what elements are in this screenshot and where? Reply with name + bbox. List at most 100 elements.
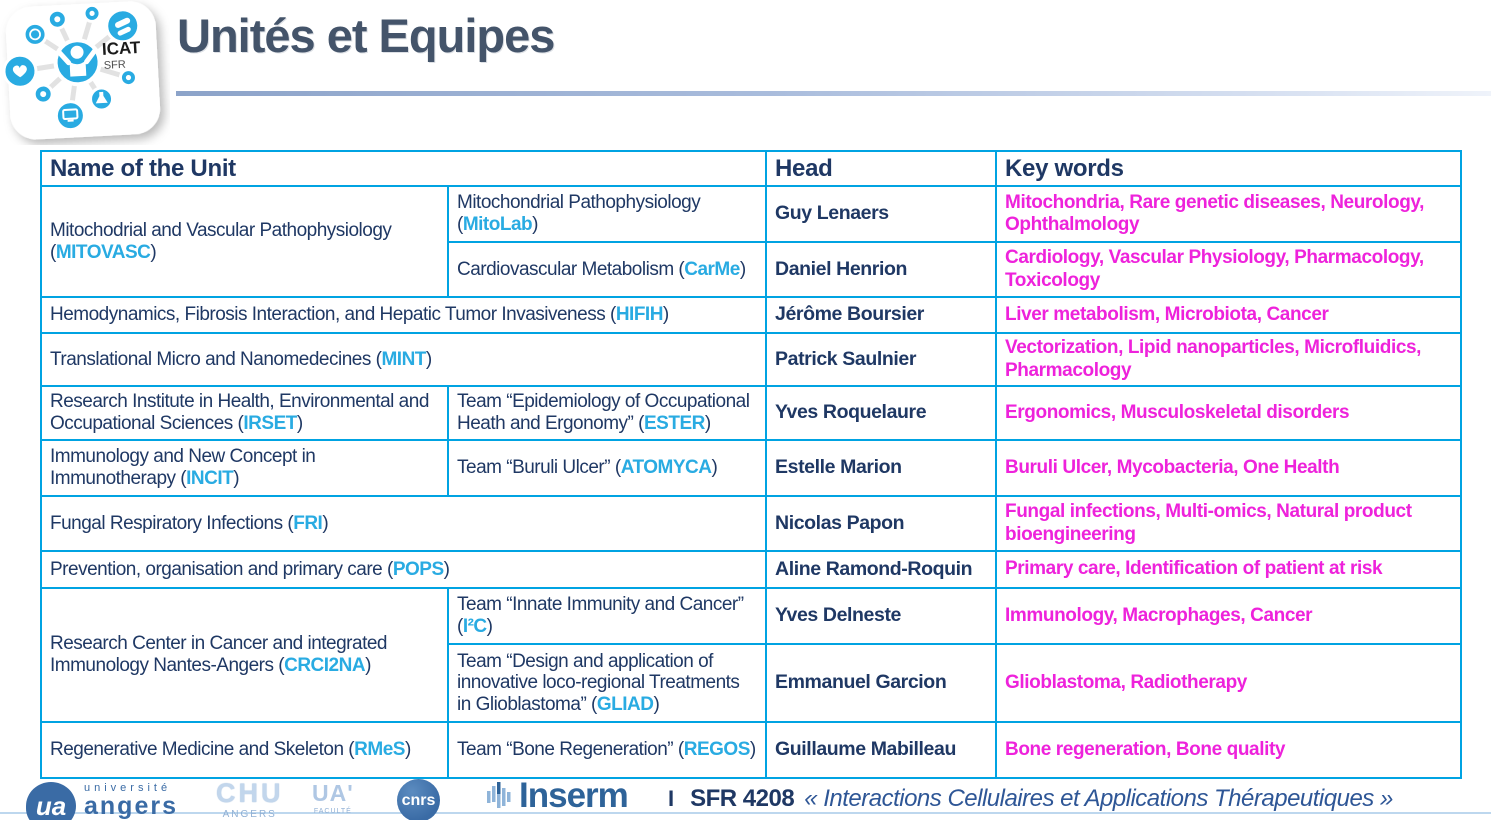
head-cell: Yves Delneste xyxy=(765,587,998,645)
table-row: Prevention, organisation and primary car… xyxy=(39,550,1463,589)
unit-acronym: POPS xyxy=(392,558,444,580)
unit-name-text: ) xyxy=(404,739,411,761)
team-name-text: Team “Design and application of innovati… xyxy=(457,650,740,715)
units-table: Name of the Unit Head Key words Mitochod… xyxy=(39,150,1463,779)
team-name-text: Team “Bone Regeneration” ( xyxy=(457,739,684,761)
team-acronym: MitoLab xyxy=(462,214,533,235)
table-row: Mitochodrial and Vascular Pathophysiolog… xyxy=(40,185,1463,298)
flask-icon xyxy=(95,91,108,104)
table-row: Regenerative Medicine and Skeleton (RMeS… xyxy=(40,721,1463,779)
unit-name-text: ) xyxy=(322,512,329,534)
team-name-text: ) xyxy=(532,214,538,235)
pill-icon xyxy=(115,17,131,28)
team-acronym: GLIAD xyxy=(596,693,654,715)
ua-wordmark: université angers xyxy=(84,782,178,819)
monitor-stand-icon xyxy=(67,119,74,122)
node-glyphs xyxy=(12,10,132,122)
team-cell: Team “Buruli Ulcer” (ATOMYCA) xyxy=(446,439,768,497)
logo-subtitle: SFR xyxy=(103,59,126,72)
team-cell: Team “Innate Immunity and Cancer” (I²C) xyxy=(446,587,768,645)
unit-name-text: Translational Micro and Nanomedecines ( xyxy=(50,348,382,370)
team-name-text: ) xyxy=(486,616,493,637)
inserm-bars-icon xyxy=(487,782,511,808)
pill-icon xyxy=(117,26,131,36)
ua-faculte-text: FACULTÉ xyxy=(313,808,352,815)
unit-cell: Hemodynamics, Fibrosis Interaction, and … xyxy=(39,296,768,334)
table-row: Hemodynamics, Fibrosis Interaction, and … xyxy=(39,296,1463,334)
table-row: Cardiovascular Metabolism (CarMe) Daniel… xyxy=(41,241,1463,298)
team-cell: Team “Design and application of innovati… xyxy=(446,643,768,723)
head-cell: Guillaume Mabilleau xyxy=(765,721,998,779)
head-cell: Guy Lenaers xyxy=(765,185,998,243)
table-row: Immunology and New Concept in Immunother… xyxy=(40,439,1463,497)
heart-icon xyxy=(12,65,27,78)
icat-logo-graphic: ICAT SFR xyxy=(2,1,161,140)
universite-angers-logo: ua université angers xyxy=(26,782,178,820)
chu-angers-text: ANGERS xyxy=(222,809,277,820)
dot-icon xyxy=(89,10,95,16)
footer: ua université angers CHU ANGERS UA' FACU… xyxy=(0,778,1491,820)
ua-faculte-mark: UA' xyxy=(312,780,354,806)
column-header-unit: Name of the Unit xyxy=(39,150,768,187)
person-node xyxy=(53,38,102,87)
unit-name-text: ) xyxy=(443,558,450,580)
unit-acronym: MITOVASC xyxy=(55,241,151,263)
inserm-logo: Inserm xyxy=(487,776,629,815)
keywords-cell: Ergonomics, Musculoskeletal disorders xyxy=(995,385,1463,441)
unit-cell: Mitochodrial and Vascular Pathophysiolog… xyxy=(40,185,449,298)
keywords-cell: Cardiology, Vascular Physiology, Pharmac… xyxy=(995,241,1463,298)
keywords-cell: Bone regeneration, Bone quality xyxy=(995,721,1463,779)
unit-cell: Immunology and New Concept in Immunother… xyxy=(40,439,449,497)
keywords-cell: Immunology, Macrophages, Cancer xyxy=(995,587,1463,645)
keywords-cell: Liver metabolism, Microbiota, Cancer xyxy=(995,296,1463,334)
keywords-cell: Mitochondria, Rare genetic diseases, Neu… xyxy=(995,185,1463,243)
team-name-text: Mitochondrial Pathophysiology ( xyxy=(457,192,701,235)
unit-name-text: ) xyxy=(365,655,371,676)
team-acronym: CarMe xyxy=(684,258,740,280)
keywords-cell: Buruli Ulcer, Mycobacteria, One Health xyxy=(995,439,1463,497)
table-row: Research Institute in Health, Environmen… xyxy=(40,385,1463,441)
dot-icon xyxy=(40,91,47,98)
dot-icon xyxy=(54,16,61,23)
cnrs-logo: cnrs xyxy=(397,779,440,820)
team-acronym: ESTER xyxy=(644,413,705,434)
unit-name-text: Immunology and New Concept in Immunother… xyxy=(50,446,316,489)
team-name-text: Team “Epidemiology of Occupational Heath… xyxy=(457,391,750,434)
team-acronym: I²C xyxy=(462,616,487,637)
unit-cell: Prevention, organisation and primary car… xyxy=(39,550,768,589)
head-cell: Nicolas Papon xyxy=(765,495,998,552)
icat-sfr-logo: ICAT SFR xyxy=(0,0,170,145)
head-cell: Emmanuel Garcion xyxy=(765,643,998,723)
ua-angers-text: angers xyxy=(84,792,178,820)
ua-faculte-logo: UA' FACULTÉ xyxy=(312,780,354,816)
team-name-text: ) xyxy=(653,693,660,715)
team-name-text: ) xyxy=(711,457,718,479)
unit-acronym: RMeS xyxy=(354,739,405,761)
page-title: Unités et Equipes xyxy=(177,9,555,62)
unit-name-text: Mitochodrial and Vascular Pathophysiolog… xyxy=(50,219,392,263)
unit-name-text: Research Institute in Health, Environmen… xyxy=(50,391,429,434)
unit-acronym: MINT xyxy=(381,348,426,370)
unit-acronym: IRSET xyxy=(243,413,297,434)
table-row: Fungal Respiratory Infections (FRI) Nico… xyxy=(39,495,1463,552)
inserm-text: Inserm xyxy=(519,776,629,815)
unit-name-text: ) xyxy=(233,468,240,489)
team-acronym: REGOS xyxy=(683,739,751,761)
unit-cell: Research Institute in Health, Environmen… xyxy=(40,385,449,441)
head-cell: Daniel Henrion xyxy=(765,241,998,298)
column-header-keywords: Key words xyxy=(995,150,1463,187)
table-row: Translational Micro and Nanomedecines (M… xyxy=(39,332,1463,387)
team-name-text: ) xyxy=(739,258,746,280)
dot-icon xyxy=(125,74,132,81)
team-name-text: Team “Buruli Ulcer” ( xyxy=(457,457,621,479)
unit-cell: Research Center in Cancer and integrated… xyxy=(40,587,449,723)
column-header-head: Head xyxy=(765,150,998,187)
unit-name-text: Hemodynamics, Fibrosis Interaction, and … xyxy=(50,304,616,326)
table-header-row: Name of the Unit Head Key words xyxy=(39,150,1463,187)
monitor-icon xyxy=(62,108,79,120)
head-cell: Aline Ramond-Roquin xyxy=(765,550,998,589)
keywords-cell: Glioblastoma, Radiotherapy xyxy=(995,643,1463,723)
sfr-quote: « Interactions Cellulaires et Applicatio… xyxy=(804,785,1393,812)
chu-text: CHU xyxy=(216,778,284,808)
